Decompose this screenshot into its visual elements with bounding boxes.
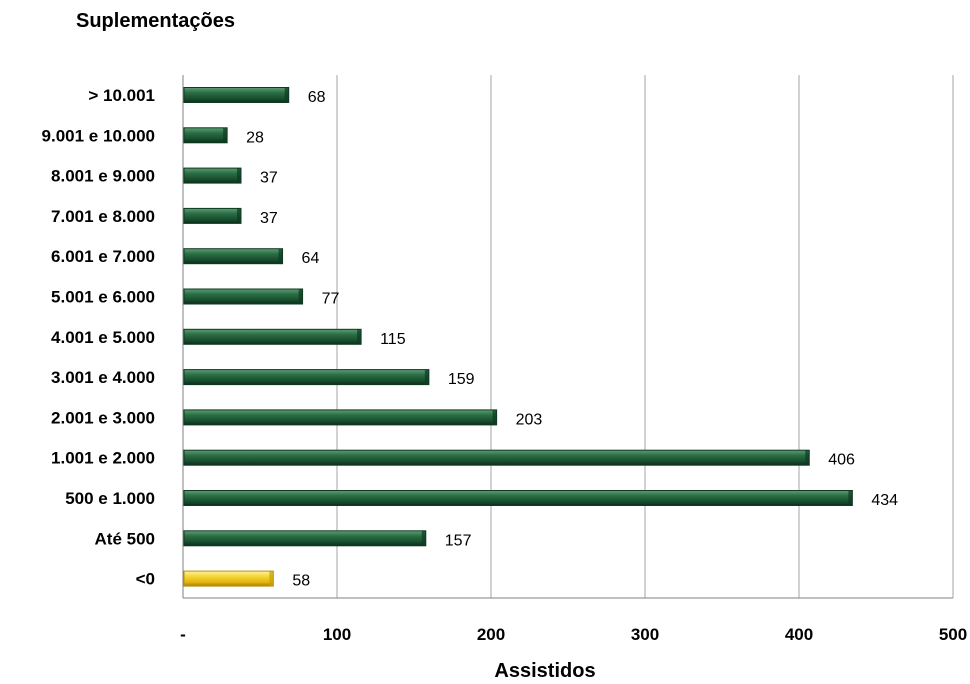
data-label: 203 — [516, 411, 543, 428]
category-label: 500 e 1.000 — [65, 489, 155, 508]
x-tick-label: 500 — [939, 625, 967, 644]
bar-end-bevel — [236, 168, 241, 184]
x-tick-label: 400 — [785, 625, 813, 644]
category-label: 1.001 e 2.000 — [51, 449, 155, 468]
bar-end-bevel — [421, 530, 426, 546]
bar-end-bevel — [236, 208, 241, 224]
bar — [183, 369, 430, 386]
bar-end-bevel — [424, 369, 429, 385]
bar — [183, 288, 304, 305]
category-label: 5.001 e 6.000 — [51, 288, 155, 307]
data-label: 28 — [246, 129, 264, 146]
chart-title: Suplementações — [76, 10, 235, 32]
bar — [183, 409, 498, 426]
bar-end-bevel — [848, 490, 853, 506]
category-label: 2.001 e 3.000 — [51, 408, 155, 427]
bar — [183, 490, 853, 506]
data-label: 37 — [260, 170, 278, 187]
data-label: 159 — [448, 371, 475, 388]
bar-end-bevel — [298, 289, 303, 304]
category-label: Até 500 — [95, 529, 155, 548]
category-label: 9.001 e 10.000 — [42, 126, 155, 145]
bar — [183, 328, 362, 345]
bar-end-bevel — [278, 248, 283, 264]
bar-end-bevel — [805, 450, 810, 466]
bar — [183, 449, 810, 466]
x-tick-label: 100 — [323, 625, 351, 644]
category-label: 8.001 e 9.000 — [51, 167, 155, 186]
bar-end-bevel — [269, 571, 274, 587]
category-label: > 10.001 — [88, 86, 155, 105]
category-label: 4.001 e 5.000 — [51, 328, 155, 347]
bar-end-bevel — [357, 329, 362, 345]
bar-end-bevel — [284, 87, 289, 103]
x-axis-title: Assistidos — [494, 660, 596, 682]
category-label: 3.001 e 4.000 — [51, 368, 155, 387]
x-tick-label: 300 — [631, 625, 659, 644]
category-label: <0 — [136, 570, 155, 589]
data-label: 406 — [828, 452, 855, 469]
data-label: 157 — [445, 532, 472, 549]
data-label: 77 — [322, 291, 340, 308]
bar — [183, 530, 427, 547]
bar — [183, 248, 284, 265]
data-label: 58 — [292, 573, 310, 590]
category-label: 7.001 e 8.000 — [51, 207, 155, 226]
category-label: 6.001 e 7.000 — [51, 247, 155, 266]
data-label: 115 — [380, 331, 406, 348]
bar — [183, 207, 242, 224]
bar — [183, 87, 290, 103]
data-label: 434 — [871, 492, 898, 509]
x-tick-label: - — [180, 625, 186, 644]
data-label: 37 — [260, 210, 278, 227]
bar — [183, 167, 242, 184]
bar-end-bevel — [492, 409, 497, 425]
data-label: 64 — [302, 250, 320, 267]
data-label: 68 — [308, 89, 326, 106]
bar — [183, 570, 274, 587]
bar-end-bevel — [223, 127, 228, 143]
bar — [183, 127, 228, 144]
x-tick-label: 200 — [477, 625, 505, 644]
